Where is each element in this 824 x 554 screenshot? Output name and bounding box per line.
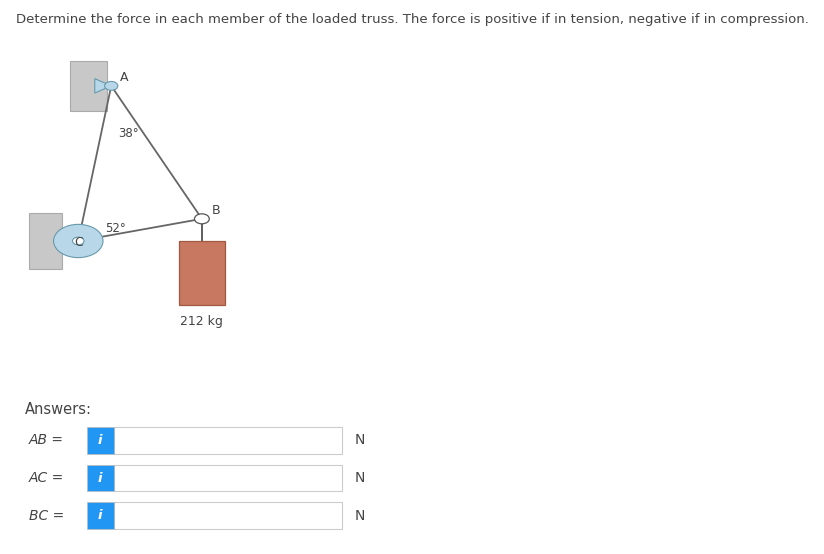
Text: N: N — [354, 509, 365, 523]
FancyBboxPatch shape — [114, 465, 342, 491]
Text: AC =: AC = — [29, 471, 64, 485]
Circle shape — [194, 214, 209, 224]
Text: C: C — [74, 236, 82, 249]
FancyBboxPatch shape — [87, 427, 114, 454]
Polygon shape — [95, 79, 111, 93]
Text: i: i — [98, 471, 102, 485]
Text: Answers:: Answers: — [25, 402, 91, 417]
Text: B: B — [212, 204, 220, 217]
FancyBboxPatch shape — [114, 427, 342, 454]
Text: Determine the force in each member of the loaded truss. The force is positive if: Determine the force in each member of th… — [16, 13, 808, 25]
Text: BC =: BC = — [29, 509, 64, 523]
Text: A: A — [119, 71, 128, 84]
FancyBboxPatch shape — [87, 465, 114, 491]
Circle shape — [54, 224, 103, 258]
Circle shape — [73, 237, 84, 245]
FancyBboxPatch shape — [87, 502, 114, 529]
FancyBboxPatch shape — [114, 502, 342, 529]
Bar — [179, 241, 224, 305]
Bar — [29, 213, 62, 269]
Text: 52°: 52° — [105, 223, 125, 235]
Text: N: N — [354, 433, 365, 448]
Circle shape — [105, 81, 118, 90]
Text: 38°: 38° — [118, 127, 138, 140]
Text: i: i — [98, 509, 102, 522]
Text: N: N — [354, 471, 365, 485]
Text: AB =: AB = — [29, 433, 63, 448]
Text: i: i — [98, 434, 102, 447]
Text: 212 kg: 212 kg — [180, 315, 223, 327]
Bar — [70, 61, 107, 111]
